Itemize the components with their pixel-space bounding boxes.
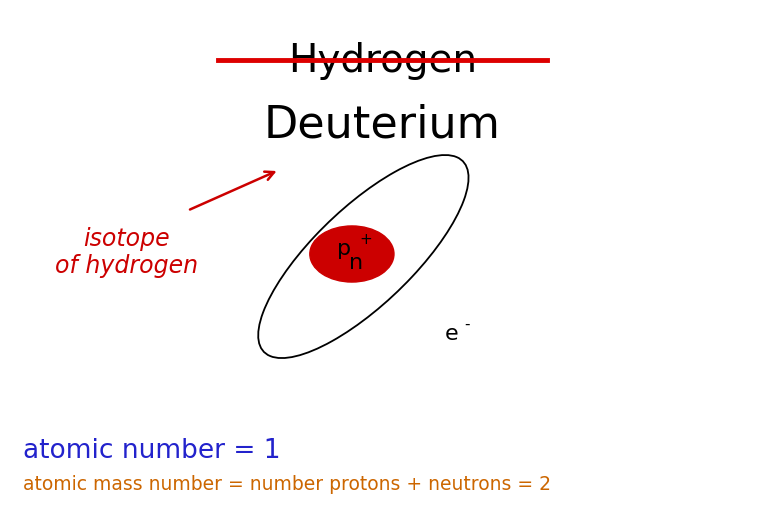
Text: n: n: [349, 252, 363, 273]
Text: e: e: [444, 323, 458, 344]
Text: +: +: [360, 232, 372, 247]
Text: atomic number = 1: atomic number = 1: [23, 438, 281, 463]
Text: p: p: [337, 238, 351, 259]
Text: isotope
of hydrogen: isotope of hydrogen: [54, 226, 198, 278]
Text: atomic mass number = number protons + neutrons = 2: atomic mass number = number protons + ne…: [23, 474, 551, 493]
Circle shape: [310, 227, 394, 282]
Text: Hydrogen: Hydrogen: [288, 42, 477, 80]
Text: -: -: [464, 316, 470, 331]
Text: Deuterium: Deuterium: [264, 103, 501, 146]
